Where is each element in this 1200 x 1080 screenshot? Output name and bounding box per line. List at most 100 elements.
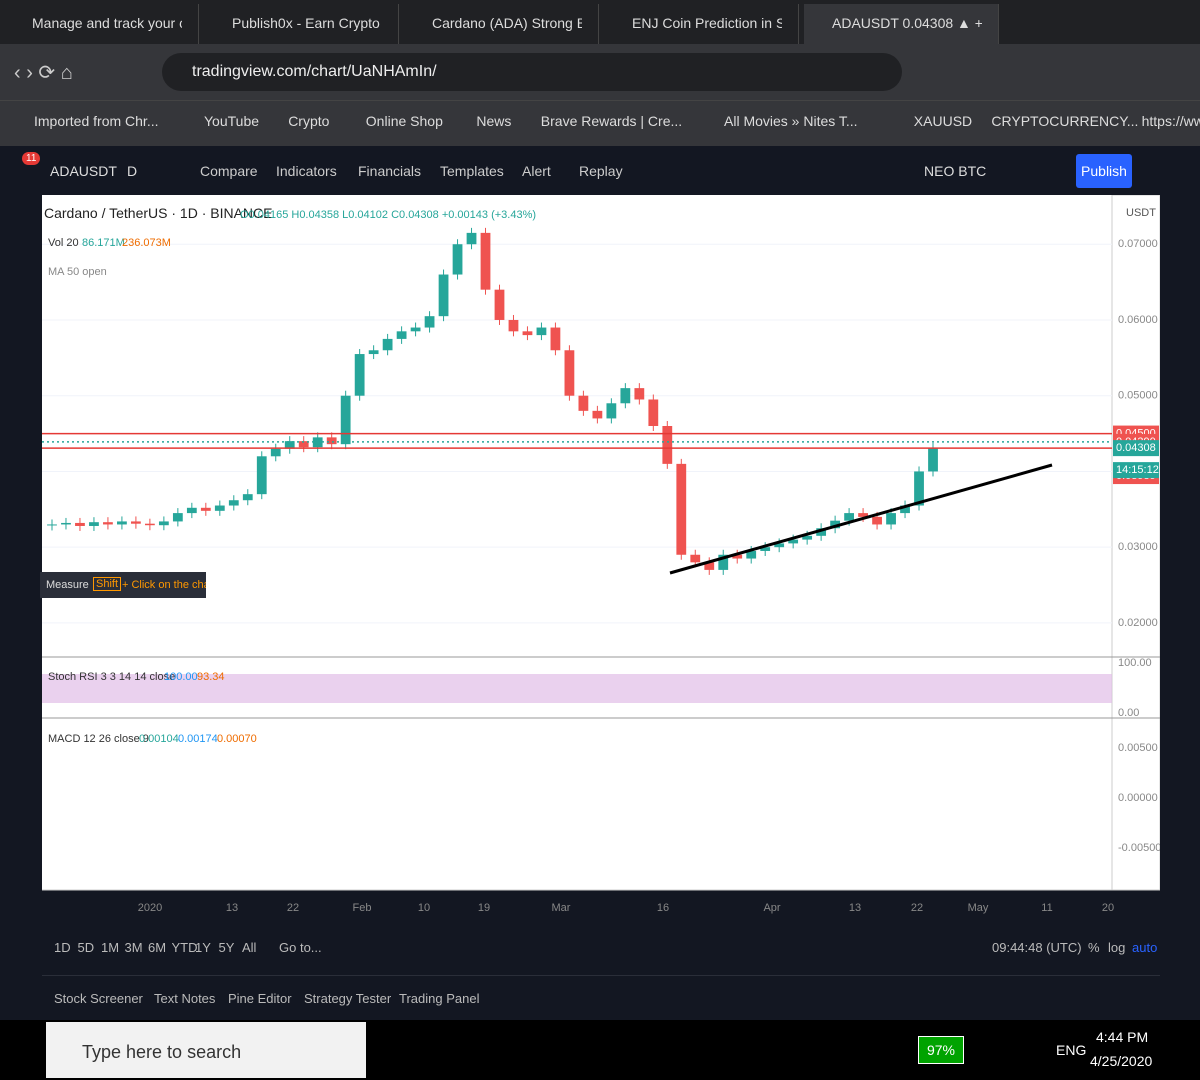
candle-body bbox=[131, 521, 141, 524]
clock-time: 4:44 PM bbox=[1096, 1029, 1149, 1045]
candle-body bbox=[830, 520, 841, 529]
tab[interactable]: ADAUSDT 0.04308 ▲ +3.43% bbox=[804, 4, 999, 44]
tab-title: ADAUSDT 0.04308 ▲ +3.43% bbox=[832, 15, 982, 31]
macd-tick-label: 0.00500 bbox=[1118, 742, 1158, 754]
publish-button[interactable]: Publish bbox=[1076, 154, 1132, 188]
compare-symbol[interactable]: NEO BTC bbox=[924, 163, 987, 179]
panel-tab[interactable]: Text Notes bbox=[154, 991, 216, 1006]
candle-body bbox=[186, 507, 197, 514]
trend-line bbox=[669, 463, 1053, 575]
bookmark[interactable]: Brave Rewards | Cre... bbox=[540, 113, 683, 129]
macd-tick-label: 0.00000 bbox=[1118, 792, 1158, 804]
measure-tooltip: Measure Shift + Click on the chart bbox=[40, 572, 206, 598]
bookmark[interactable]: All Movies » Nites T... bbox=[724, 113, 858, 129]
range-button[interactable]: 1M bbox=[101, 940, 120, 955]
panel-tab[interactable]: Stock Screener bbox=[54, 991, 143, 1006]
toolbar-button[interactable]: Alert bbox=[522, 163, 551, 179]
candle-body bbox=[900, 505, 910, 514]
bookmark[interactable]: News bbox=[476, 113, 512, 129]
countdown-tag bbox=[1113, 462, 1159, 479]
range-button[interactable]: 3M bbox=[124, 940, 143, 955]
x-tick-label: 16 bbox=[657, 902, 669, 914]
search-placeholder: Type here to search bbox=[82, 1042, 242, 1062]
candle-body bbox=[634, 388, 645, 400]
legend-vol-value: 86.171M bbox=[82, 237, 125, 249]
candle-body bbox=[788, 539, 799, 544]
candle-body bbox=[144, 523, 155, 526]
candle-body bbox=[620, 388, 631, 404]
x-tick-label: 10 bbox=[418, 902, 430, 914]
candle-body bbox=[662, 426, 673, 464]
candle-body bbox=[480, 232, 491, 290]
panel-tab[interactable]: Strategy Tester bbox=[304, 991, 392, 1006]
candle-body bbox=[914, 471, 924, 506]
symbol[interactable]: ADAUSDT bbox=[50, 163, 117, 179]
badge: 11 bbox=[22, 152, 41, 165]
measure-hint: + Click on the chart bbox=[122, 579, 206, 591]
goto[interactable]: Go to... bbox=[279, 940, 322, 955]
scale-option[interactable]: % bbox=[1088, 940, 1100, 955]
scale-option[interactable]: log bbox=[1108, 940, 1126, 955]
range-button[interactable]: YTD bbox=[171, 940, 198, 955]
candle-body bbox=[928, 447, 938, 472]
bookmark[interactable]: CRYPTOCURRENCY... bbox=[991, 113, 1139, 129]
range-button[interactable]: 1Y bbox=[195, 940, 211, 955]
candle-body bbox=[424, 316, 435, 328]
tab[interactable]: Publish0x - Earn Crypto for Pu bbox=[204, 4, 399, 44]
search-box[interactable]: Type here to search bbox=[46, 1022, 366, 1078]
panel-tab[interactable]: Pine Editor bbox=[228, 991, 292, 1006]
candle-body bbox=[47, 524, 57, 526]
x-tick-label: May bbox=[968, 902, 989, 914]
bookmark[interactable]: https://www.publis... bbox=[1141, 113, 1200, 129]
candle-body bbox=[368, 350, 379, 355]
bookmark[interactable]: Crypto bbox=[288, 113, 330, 129]
tab[interactable]: ENJ Coin Prediction in Short t bbox=[604, 4, 799, 44]
toolbar-button[interactable]: Indicators bbox=[276, 163, 337, 179]
candle-body bbox=[410, 327, 421, 332]
toolbar-button[interactable]: Replay bbox=[579, 163, 623, 179]
candle-body bbox=[396, 331, 407, 339]
chart: USDT0.070000.060000.050000.040000.030000… bbox=[42, 195, 1160, 914]
left-toolbar bbox=[0, 195, 40, 1020]
legend-macd-signal: 0.00070 bbox=[217, 733, 257, 745]
chart-toolbar: 11 ADAUSDT D NEO BTC Publish Compare Indi… bbox=[0, 148, 1200, 195]
x-tick-label: Apr bbox=[763, 902, 780, 914]
url: tradingview.com/chart/UaNHAmIn/ bbox=[192, 63, 437, 80]
range-button[interactable]: 6M bbox=[148, 940, 167, 955]
candle-body bbox=[61, 522, 71, 525]
range-button[interactable]: All bbox=[242, 940, 257, 955]
bookmark[interactable]: YouTube bbox=[204, 113, 260, 129]
candle-body bbox=[718, 554, 729, 570]
candle-body bbox=[564, 350, 575, 396]
x-tick-label: 13 bbox=[226, 902, 238, 914]
panel-tab[interactable]: Trading Panel bbox=[399, 991, 480, 1006]
taskbar: Type here to search 97% ENG 4:44 PM 4/25… bbox=[0, 1020, 1200, 1080]
stoch-band bbox=[42, 674, 1112, 703]
x-tick-label: 2020 bbox=[138, 902, 162, 914]
candle-body bbox=[228, 500, 239, 506]
toolbar-button[interactable]: Financials bbox=[358, 163, 422, 179]
bookmarks-bar: Imported from Chr... YouTube Crypto Online … bbox=[0, 100, 1200, 146]
range-button[interactable]: 5D bbox=[77, 940, 95, 955]
range-button[interactable]: 5Y bbox=[218, 940, 235, 955]
bookmark[interactable]: XAUUSD bbox=[913, 113, 973, 129]
candle-body bbox=[200, 507, 211, 511]
tab[interactable]: Cardano (ADA) Strong Bullish bbox=[404, 4, 599, 44]
url-box[interactable]: tradingview.com/chart/UaNHAmIn/ bbox=[162, 53, 902, 91]
legend-stoch-k: 100.00 bbox=[164, 671, 198, 683]
bookmark[interactable]: Online Shop bbox=[365, 113, 443, 129]
bottom-panel: Stock Screener Text Notes Pine Editor Strat… bbox=[42, 975, 1160, 1021]
candle-body bbox=[494, 289, 505, 320]
scale-option[interactable]: auto bbox=[1132, 940, 1158, 955]
nav-buttons[interactable]: ‹ › ⟳ ⌂ bbox=[14, 62, 73, 84]
range-button[interactable]: 1D bbox=[54, 940, 71, 955]
bookmark[interactable]: Imported from Chr... bbox=[34, 113, 159, 129]
tab[interactable]: Manage and track your crypto bbox=[4, 4, 199, 44]
toolbar-button[interactable]: Compare bbox=[200, 163, 258, 179]
price-tag-label: 0.04308 bbox=[1116, 442, 1156, 454]
candle-body bbox=[816, 528, 827, 536]
interval[interactable]: D bbox=[127, 163, 138, 179]
candle-body bbox=[774, 543, 785, 548]
toolbar-button[interactable]: Templates bbox=[440, 163, 504, 179]
